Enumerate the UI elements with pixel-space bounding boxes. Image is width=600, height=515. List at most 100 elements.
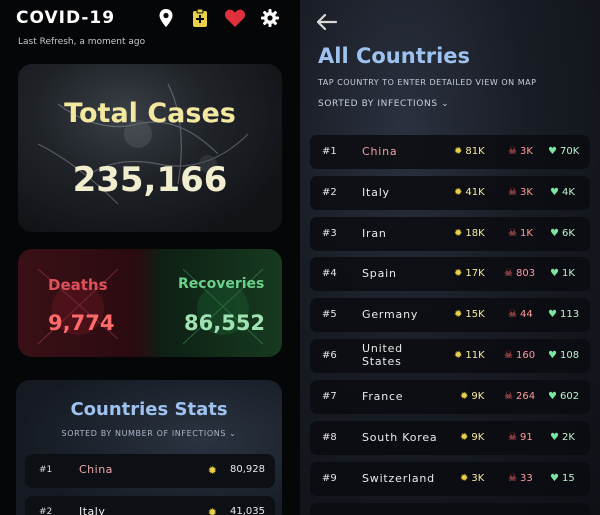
gear-icon[interactable] bbox=[260, 8, 280, 28]
recovered-value: 602 bbox=[559, 391, 580, 402]
rank: #1 bbox=[322, 146, 337, 157]
virus-icon: ✹ bbox=[454, 146, 463, 157]
recovered-value: 1K bbox=[561, 268, 575, 279]
countries-stats-title: Countries Stats bbox=[70, 399, 228, 420]
table-row[interactable]: #1 China ✹ 81K ☠ 3K ♥ 70K bbox=[310, 135, 590, 169]
table-row[interactable]: #9 Switzerland ✹ 3K ☠ 33 ♥ 15 bbox=[310, 462, 590, 496]
clipboard-plus-icon[interactable] bbox=[190, 8, 210, 28]
country-name: United States bbox=[362, 342, 403, 368]
table-row[interactable]: #7 France ✹ 9K ☠ 264 ♥ 602 bbox=[310, 380, 590, 414]
rank: #6 bbox=[322, 350, 337, 361]
page-title: All Countries bbox=[318, 44, 471, 68]
cases-stat: ✹ 15K bbox=[454, 309, 485, 320]
cases-value: 15K bbox=[465, 309, 485, 320]
virus-icon: ✹ bbox=[460, 391, 469, 402]
table-row[interactable]: #2 Italy ✹ 41K ☠ 3K ♥ 4K bbox=[310, 176, 590, 210]
countries-stats-sort[interactable]: SORTED BY NUMBER OF INFECTIONS ⌄ bbox=[61, 429, 237, 438]
list-item[interactable]: #1 China ✹ 80,928 bbox=[25, 454, 275, 488]
cases-value: 41,035 bbox=[230, 506, 265, 515]
cases-value: 81K bbox=[465, 146, 485, 157]
heart-pulse-icon: ♥ bbox=[550, 187, 559, 198]
deaths-value: 3K bbox=[519, 187, 533, 198]
deaths-value: 33 bbox=[519, 473, 533, 484]
heart-icon[interactable] bbox=[225, 8, 245, 28]
rank: #5 bbox=[322, 309, 337, 320]
deaths-value: 9,774 bbox=[48, 311, 115, 335]
recovered-stat: ♥ 2K bbox=[550, 432, 575, 443]
location-icon[interactable] bbox=[156, 8, 176, 28]
deaths-value: 44 bbox=[519, 309, 533, 320]
cases-value: 41K bbox=[465, 187, 485, 198]
cases-stat: ✹ 41K bbox=[454, 187, 485, 198]
cases-stat: ✹ 18K bbox=[454, 228, 485, 239]
deaths-label: Deaths bbox=[48, 276, 108, 294]
table-row[interactable]: #8 South Korea ✹ 9K ☠ 91 ♥ 2K bbox=[310, 421, 590, 455]
skull-icon: ☠ bbox=[504, 391, 513, 402]
countries-stats-card[interactable]: Countries Stats SORTED BY NUMBER OF INFE… bbox=[16, 380, 282, 515]
virus-icon: ✹ bbox=[460, 432, 469, 443]
recovered-stat: ♥ 1K bbox=[550, 268, 575, 279]
total-cases-value: 235,166 bbox=[72, 160, 228, 200]
table-row[interactable]: #3 Iran ✹ 18K ☠ 1K ♥ 6K bbox=[310, 217, 590, 251]
back-arrow-icon[interactable] bbox=[316, 13, 338, 34]
heart-pulse-icon: ♥ bbox=[548, 350, 557, 361]
rank: #4 bbox=[322, 268, 337, 279]
virus-icon: ✹ bbox=[460, 473, 469, 484]
table-row[interactable]: #4 Spain ✹ 17K ☠ 803 ♥ 1K bbox=[310, 257, 590, 291]
home-panel: COVID-19 Last Refresh, a moment ago Tota… bbox=[16, 8, 282, 515]
cases-value: 80,928 bbox=[230, 464, 265, 475]
last-refresh-text: Last Refresh, a moment ago bbox=[18, 37, 146, 47]
rank: #1 bbox=[39, 465, 53, 475]
table-row[interactable]: #10United bbox=[310, 503, 590, 515]
app-title: COVID-19 bbox=[16, 8, 116, 28]
virus-background-image bbox=[37, 83, 249, 205]
recoveries-label: Recoveries bbox=[178, 276, 265, 292]
rank: #3 bbox=[322, 228, 337, 239]
recovered-stat: ♥ 602 bbox=[548, 391, 579, 402]
recovered-value: 15 bbox=[561, 473, 575, 484]
rank: #7 bbox=[322, 391, 337, 402]
virus-icon: ✹ bbox=[454, 268, 463, 279]
country-name: France bbox=[362, 390, 404, 403]
deaths-stat: ☠ 91 bbox=[508, 432, 533, 443]
deaths-value: 1K bbox=[519, 228, 533, 239]
country-name: China bbox=[79, 463, 113, 476]
country-name: China bbox=[362, 145, 398, 158]
list-item[interactable]: #2 Italy ✹ 41,035 bbox=[25, 496, 275, 515]
sort-dropdown[interactable]: SORTED BY INFECTIONS ⌄ bbox=[318, 99, 450, 109]
heart-pulse-icon: ♥ bbox=[550, 268, 559, 279]
country-name: Germany bbox=[362, 308, 419, 321]
country-name: Italy bbox=[362, 186, 390, 199]
recovered-value: 6K bbox=[561, 228, 575, 239]
virus-icon: ✹ bbox=[207, 506, 217, 515]
virus-icon: ✹ bbox=[454, 228, 463, 239]
total-cases-card[interactable]: Total Cases 235,166 bbox=[18, 64, 282, 232]
cases-value: 17K bbox=[465, 268, 485, 279]
cases-value: 9K bbox=[471, 391, 485, 402]
deaths-value: 3K bbox=[519, 146, 533, 157]
heart-pulse-icon: ♥ bbox=[550, 473, 559, 484]
heart-pulse-icon: ♥ bbox=[548, 309, 557, 320]
page-subtitle: TAP COUNTRY TO ENTER DETAILED VIEW ON MA… bbox=[318, 78, 537, 87]
total-cases-label: Total Cases bbox=[64, 98, 236, 129]
deaths-stat: ☠ 803 bbox=[504, 268, 535, 279]
heart-pulse-icon: ♥ bbox=[548, 391, 557, 402]
cases-stat: ✹ 9K bbox=[460, 432, 484, 443]
skull-icon: ☠ bbox=[508, 187, 517, 198]
virus-icon: ✹ bbox=[454, 309, 463, 320]
deaths-stat: ☠ 3K bbox=[508, 187, 533, 198]
recovered-stat: ♥ 4K bbox=[550, 187, 575, 198]
deaths-value: 803 bbox=[515, 268, 536, 279]
cases-value: 9K bbox=[471, 432, 485, 443]
deaths-stat: ☠ 264 bbox=[504, 391, 535, 402]
recovered-value: 4K bbox=[561, 187, 575, 198]
skull-icon: ☠ bbox=[508, 309, 517, 320]
recovered-stat: ♥ 113 bbox=[548, 309, 579, 320]
country-name: Spain bbox=[362, 267, 397, 280]
table-row[interactable]: #5 Germany ✹ 15K ☠ 44 ♥ 113 bbox=[310, 298, 590, 332]
deaths-value: 91 bbox=[519, 432, 533, 443]
table-row[interactable]: #6 United States ✹ 11K ☠ 160 ♥ 108 bbox=[310, 339, 590, 373]
rank: #2 bbox=[39, 507, 53, 515]
deaths-recoveries-card[interactable]: Deaths 9,774 Recoveries 86,552 bbox=[18, 249, 282, 357]
recovered-value: 2K bbox=[561, 432, 575, 443]
